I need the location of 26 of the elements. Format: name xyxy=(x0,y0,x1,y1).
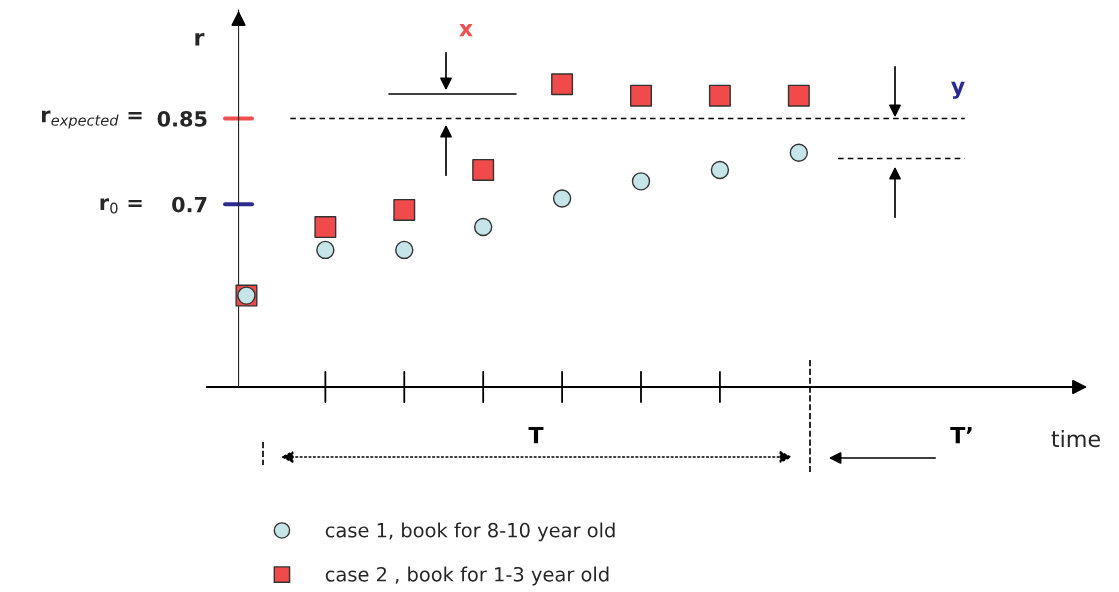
text: r$_{0}$ = xyxy=(100,198,142,214)
point xyxy=(472,158,495,181)
point xyxy=(631,172,651,191)
y-tick-label: 0.7 xyxy=(172,196,207,213)
point xyxy=(395,240,414,260)
legend-label: case 2 , book for 1-3 year old xyxy=(325,566,609,586)
annotation: x xyxy=(459,23,473,37)
point xyxy=(630,84,652,107)
x-axis-title: time xyxy=(1051,430,1100,448)
legend-label: case 1, book for 8-10 year old xyxy=(325,522,615,542)
point xyxy=(552,189,572,208)
point xyxy=(473,217,493,237)
y-axis-title: r xyxy=(195,32,205,46)
annotation: y xyxy=(951,81,965,99)
point xyxy=(710,160,730,180)
text: T xyxy=(528,426,544,444)
text: r$_{expected}$ = xyxy=(42,110,142,129)
point xyxy=(708,84,731,107)
point xyxy=(393,198,416,221)
point xyxy=(551,73,574,96)
point xyxy=(314,216,337,239)
point xyxy=(316,240,335,260)
point xyxy=(789,143,809,163)
text: T’ xyxy=(950,426,972,444)
y-tick-label: 0.85 xyxy=(157,110,207,127)
point xyxy=(787,84,810,107)
